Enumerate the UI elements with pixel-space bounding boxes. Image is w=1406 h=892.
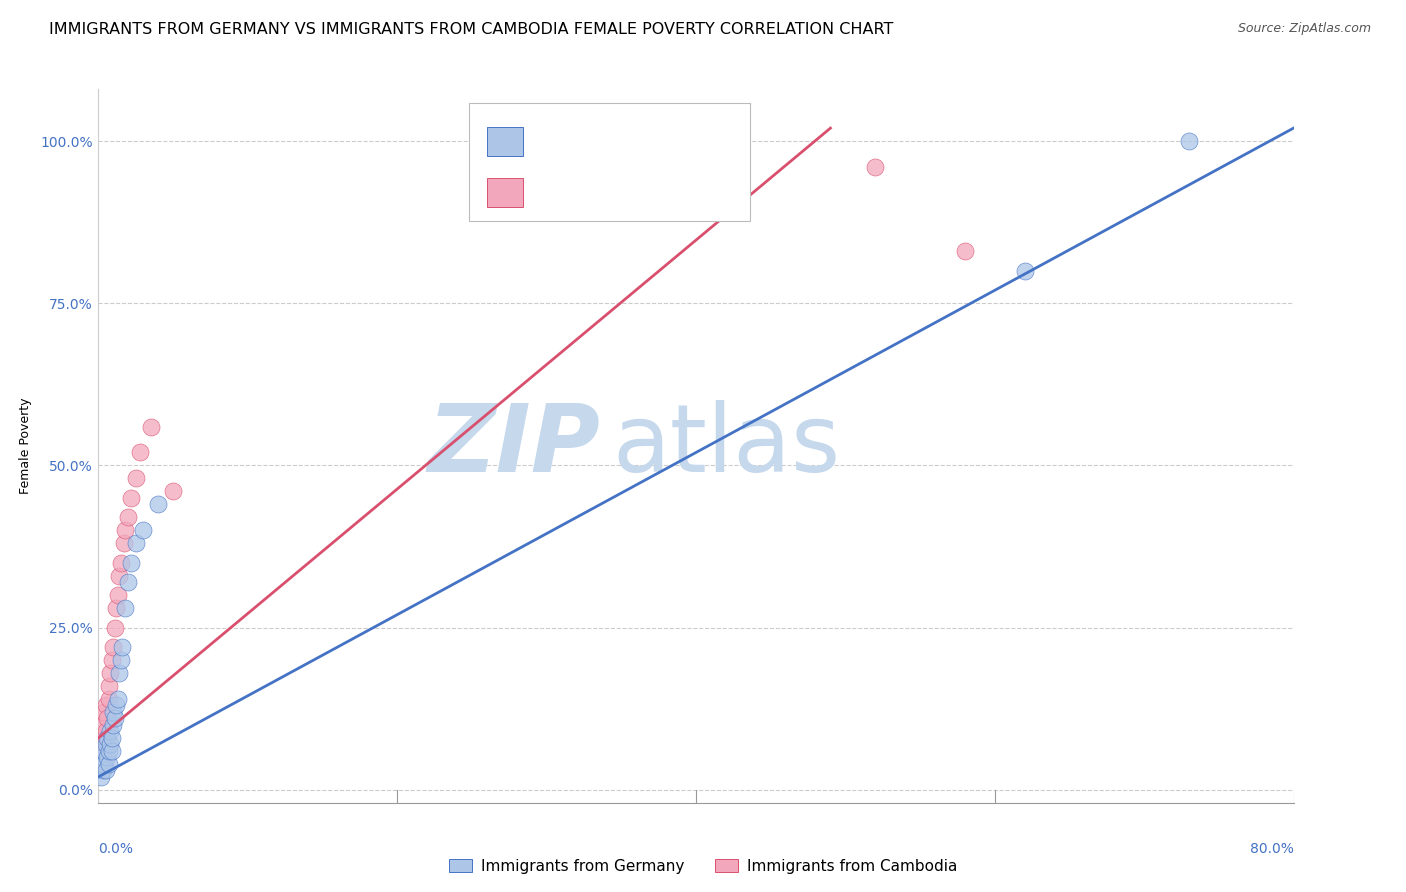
Legend: Immigrants from Germany, Immigrants from Cambodia: Immigrants from Germany, Immigrants from… [443,853,963,880]
Point [125,536,148,550]
Point [105,601,128,615]
Point [97,756,120,771]
Point [110,556,132,570]
Point [104,711,127,725]
Point [953,244,976,259]
Point [91,750,114,764]
Text: IMMIGRANTS FROM GERMANY VS IMMIGRANTS FROM CAMBODIA FEMALE POVERTY CORRELATION C: IMMIGRANTS FROM GERMANY VS IMMIGRANTS FR… [49,22,894,37]
Y-axis label: Female Poverty: Female Poverty [18,398,32,494]
Text: N =: N = [643,134,686,149]
Point [93,705,115,719]
Point [97,679,120,693]
FancyBboxPatch shape [486,178,523,207]
Point [114,524,136,538]
Point [97,744,120,758]
Point [132,524,155,538]
Point [93,738,115,752]
Point [91,744,114,758]
Point [101,653,124,667]
Point [98,738,122,752]
Point [125,471,148,485]
Point [110,653,132,667]
Point [107,692,129,706]
Text: R =: R = [534,186,568,200]
Point [91,764,114,778]
Point [120,491,142,505]
Point [96,731,118,745]
Point [94,724,117,739]
Point [94,738,117,752]
Point [101,731,124,745]
Point [865,160,887,174]
Point [93,756,115,771]
Text: 80.0%: 80.0% [1250,842,1294,855]
Point [1014,264,1036,278]
Point [129,445,152,459]
Point [120,556,142,570]
Point [148,497,170,511]
Text: atlas: atlas [613,400,841,492]
Point [94,698,117,713]
Text: Source: ZipAtlas.com: Source: ZipAtlas.com [1237,22,1371,36]
Point [90,731,112,745]
Point [90,770,112,784]
Text: 29: 29 [714,186,735,200]
FancyBboxPatch shape [486,127,523,155]
Point [96,750,118,764]
Text: 0.0%: 0.0% [98,842,134,855]
Point [94,764,117,778]
Point [101,744,124,758]
Point [114,601,136,615]
Point [105,698,128,713]
Point [117,575,139,590]
Point [108,666,131,681]
Point [96,711,118,725]
Text: 0.817: 0.817 [585,134,633,149]
Point [98,724,122,739]
Point [103,640,125,654]
Point [90,750,112,764]
Text: 0.741: 0.741 [585,186,633,200]
Point [103,718,125,732]
Point [91,718,114,732]
Text: ZIP: ZIP [427,400,600,492]
Point [162,484,184,499]
Text: R =: R = [534,134,568,149]
Text: 31: 31 [714,134,735,149]
Text: N =: N = [643,186,686,200]
Point [111,640,134,654]
Point [98,666,122,681]
FancyBboxPatch shape [470,103,749,221]
Point [112,536,135,550]
Point [139,419,162,434]
Point [108,568,131,582]
Point [107,588,129,602]
Point [93,744,115,758]
Point [1178,134,1201,148]
Point [97,692,120,706]
Point [117,510,139,524]
Point [103,705,125,719]
Point [104,621,127,635]
